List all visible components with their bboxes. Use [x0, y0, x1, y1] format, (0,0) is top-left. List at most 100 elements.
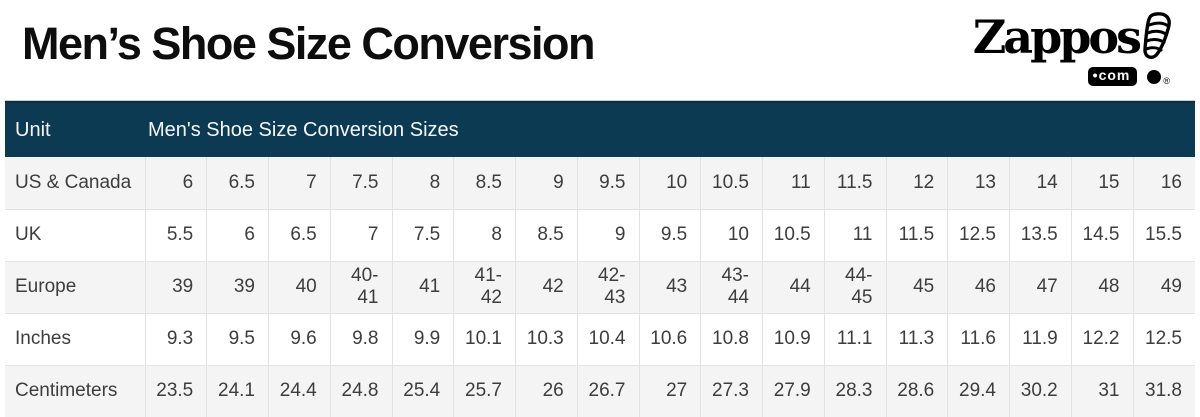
size-cell: 14 — [1009, 157, 1072, 210]
size-cell: 10.1 — [453, 313, 516, 366]
size-cell: 41-42 — [453, 261, 516, 314]
unit-cell: Centimeters — [5, 365, 146, 417]
com-badge: •com — [1087, 67, 1138, 87]
size-cell: 44 — [762, 261, 825, 314]
size-cell: 43 — [639, 261, 702, 314]
size-cell: 44-45 — [824, 261, 887, 314]
unit-column-header: Unit — [5, 101, 145, 157]
size-cell: 47 — [1009, 261, 1072, 314]
size-cell: 13.5 — [1009, 209, 1072, 262]
size-cell: 42 — [515, 261, 578, 314]
size-cell: 27 — [639, 365, 702, 417]
exclamation-dot-icon — [1147, 69, 1162, 84]
size-cell: 10.6 — [639, 313, 702, 366]
zappos-logo-wordmark: Zappos — [972, 10, 1172, 75]
size-cell: 10.5 — [700, 157, 763, 210]
zappos-logo-baseline: •com ® — [1087, 67, 1170, 87]
size-cell: 11.5 — [886, 209, 949, 262]
unit-cell: Inches — [5, 313, 146, 366]
size-cell: 15.5 — [1133, 209, 1195, 262]
size-cell: 11.3 — [886, 313, 949, 366]
table-row: UK 5.5 6 6.5 7 7.5 8 8.5 9 9.5 10 10.5 11 11.5 12.5 13.… — [5, 209, 1195, 262]
size-cell: 25.7 — [453, 365, 516, 417]
size-cell: 10.4 — [577, 313, 640, 366]
size-cell: 29.4 — [947, 365, 1010, 417]
sizes-column-header: Men's Shoe Size Conversion Sizes — [145, 101, 1195, 157]
size-cell: 11 — [824, 209, 887, 262]
size-cell: 7 — [330, 209, 393, 262]
size-cell: 12.5 — [947, 209, 1010, 262]
size-cell: 9.5 — [639, 209, 702, 262]
size-cell: 11 — [762, 157, 825, 210]
size-cell: 11.9 — [1009, 313, 1072, 366]
size-cell: 27.3 — [700, 365, 763, 417]
size-cell: 43-44 — [700, 261, 763, 314]
size-cell: 24.4 — [268, 365, 331, 417]
size-cell: 14.5 — [1071, 209, 1134, 262]
size-cell: 27.9 — [762, 365, 825, 417]
size-cell: 7.5 — [392, 209, 455, 262]
size-cell: 12.5 — [1133, 313, 1195, 366]
size-cell: 10.5 — [762, 209, 825, 262]
com-text: com — [1098, 67, 1131, 83]
size-cell: 13 — [947, 157, 1010, 210]
size-cell: 9.9 — [392, 313, 455, 366]
size-cell: 30.2 — [1009, 365, 1072, 417]
size-cell: 9.6 — [268, 313, 331, 366]
size-cell: 12 — [886, 157, 949, 210]
zappos-logo: Zappos •com ® — [972, 10, 1182, 87]
size-cell: 6.5 — [206, 157, 269, 210]
size-cell: 23.5 — [145, 365, 208, 417]
size-cell: 9 — [577, 209, 640, 262]
size-cell: 8 — [392, 157, 455, 210]
size-cell: 8.5 — [453, 157, 516, 210]
table-row: US & Canada 6 6.5 7 7.5 8 8.5 9 9.5 10 10.5 11 11.5 1… — [5, 157, 1195, 210]
size-cell: 6 — [206, 209, 269, 262]
size-cell: 8.5 — [515, 209, 578, 262]
unit-cell: US & Canada — [5, 157, 146, 210]
size-conversion-table: Unit Men's Shoe Size Conversion Sizes US… — [5, 101, 1195, 417]
size-cell: 49 — [1133, 261, 1195, 314]
size-cell: 7.5 — [330, 157, 393, 210]
size-cell: 9.5 — [577, 157, 640, 210]
size-cell: 41 — [392, 261, 455, 314]
size-cell: 25.4 — [392, 365, 455, 417]
size-cell: 28.6 — [886, 365, 949, 417]
size-cell: 9.8 — [330, 313, 393, 366]
size-cell: 26.7 — [577, 365, 640, 417]
size-cell: 39 — [145, 261, 208, 314]
size-cell: 31 — [1071, 365, 1134, 417]
size-cell: 10.9 — [762, 313, 825, 366]
page-title: Men’s Shoe Size Conversion — [22, 18, 595, 69]
size-cell: 12.2 — [1071, 313, 1134, 366]
table-row: Inches 9.3 9.5 9.6 9.8 9.9 10.1 10.3 10.4 10.6 10.… — [5, 313, 1195, 366]
table-row: Europe 39 39 40 40-41 41 41-42 42 42-43 43 43-44 44… — [5, 261, 1195, 314]
size-cell: 10.8 — [700, 313, 763, 366]
size-cell: 10 — [639, 157, 702, 210]
unit-cell: Europe — [5, 261, 146, 314]
size-cell: 15 — [1071, 157, 1134, 210]
com-bullet: • — [1092, 67, 1099, 83]
size-cell: 40-41 — [330, 261, 393, 314]
registered-mark: ® — [1163, 76, 1170, 87]
size-cell: 28.3 — [824, 365, 887, 417]
size-cell: 10 — [700, 209, 763, 262]
size-cell: 8 — [453, 209, 516, 262]
size-cell: 11.5 — [824, 157, 887, 210]
size-cell: 9.5 — [206, 313, 269, 366]
size-cell: 26 — [515, 365, 578, 417]
size-cell: 7 — [268, 157, 331, 210]
zappos-brand-text: Zappos — [972, 10, 1142, 64]
size-cell: 11.6 — [947, 313, 1010, 366]
table-header-row: Unit Men's Shoe Size Conversion Sizes — [5, 101, 1195, 157]
size-cell: 39 — [206, 261, 269, 314]
size-cell: 5.5 — [145, 209, 208, 262]
size-conversion-table-wrap: Unit Men's Shoe Size Conversion Sizes US… — [5, 100, 1195, 417]
size-cell: 45 — [886, 261, 949, 314]
size-cell: 16 — [1133, 157, 1195, 210]
unit-cell: UK — [5, 209, 146, 262]
size-cell: 6.5 — [268, 209, 331, 262]
table-row: Centimeters 23.5 24.1 24.4 24.8 25.4 25.7 26 26.… — [5, 365, 1195, 417]
shoe-exclamation-icon — [1142, 12, 1172, 75]
size-cell: 42-43 — [577, 261, 640, 314]
